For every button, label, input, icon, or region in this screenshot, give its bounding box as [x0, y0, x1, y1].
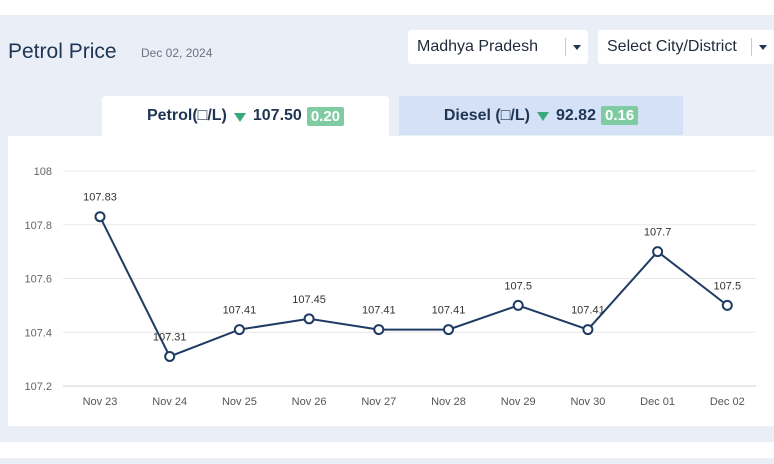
y-tick-label: 107.2 — [24, 381, 52, 393]
data-label: 107.41 — [362, 305, 396, 317]
data-label: 107.41 — [571, 305, 605, 317]
trend-down-icon — [233, 112, 246, 122]
data-point — [652, 246, 664, 258]
y-tick-label: 107.6 — [24, 274, 52, 286]
data-point — [373, 324, 385, 336]
data-label: 107.7 — [644, 227, 672, 239]
page-title: Petrol Price — [8, 40, 117, 63]
y-tick-label: 108 — [34, 166, 52, 178]
x-tick-label: Nov 27 — [361, 396, 396, 408]
x-tick-label: Nov 23 — [83, 396, 118, 408]
data-point — [164, 350, 176, 362]
tab-diesel-change-badge: 0.16 — [600, 106, 639, 125]
tab-petrol-price: 107.50 — [252, 107, 302, 124]
x-tick-label: Dec 02 — [710, 396, 745, 408]
chevron-down-icon[interactable] — [752, 44, 774, 50]
data-label: 107.5 — [714, 280, 742, 292]
data-point — [582, 324, 594, 336]
data-label: 107.83 — [83, 192, 117, 204]
tab-petrol-label: Petrol(□/L) — [146, 107, 227, 124]
city-select[interactable]: Select City/District — [598, 30, 774, 64]
data-point — [303, 313, 315, 325]
data-label: 107.45 — [292, 294, 326, 306]
city-select-placeholder: Select City/District — [607, 38, 737, 55]
tab-diesel-label: Diesel (□/L) — [443, 106, 530, 124]
tab-diesel-price: 92.82 — [555, 106, 596, 124]
tab-diesel[interactable]: Diesel (□/L) 92.82 0.16 — [399, 96, 683, 135]
series-line — [99, 216, 728, 358]
chevron-down-icon[interactable] — [566, 44, 588, 50]
data-point — [233, 324, 245, 336]
price-line-chart: 107.2 107.4 107.6 107.8 108 Nov 23 Nov 24 Nov 2… — [24, 166, 756, 408]
x-tick-label: Nov 30 — [570, 396, 605, 408]
state-select[interactable]: Madhya Pradesh — [408, 30, 588, 64]
data-point — [721, 299, 733, 311]
data-point — [443, 324, 454, 336]
tab-petrol[interactable]: Petrol(□/L) 107.50 0.20 — [102, 96, 389, 136]
y-tick-label: 107.4 — [24, 327, 52, 339]
x-tick-label: Nov 29 — [501, 396, 536, 408]
x-tick-label: Nov 25 — [222, 396, 257, 408]
data-point — [94, 211, 106, 223]
x-tick-label: Nov 26 — [292, 396, 327, 408]
tab-petrol-change-badge: 0.20 — [306, 106, 345, 126]
data-label: 107.5 — [504, 280, 532, 292]
chart-card — [8, 136, 774, 426]
next-panel-edge — [0, 458, 774, 464]
data-label: 107.41 — [223, 305, 257, 317]
price-date: Dec 02, 2024 — [141, 46, 213, 60]
trend-down-icon — [536, 112, 549, 121]
x-tick-label: Dec 01 — [640, 396, 675, 408]
select-divider — [751, 38, 752, 56]
data-label: 107.31 — [153, 331, 187, 343]
state-select-value: Madhya Pradesh — [417, 38, 538, 55]
x-tick-label: Nov 28 — [431, 396, 466, 408]
y-tick-label: 107.8 — [24, 220, 52, 232]
data-point — [512, 299, 524, 311]
data-label: 107.41 — [432, 305, 466, 317]
x-tick-label: Nov 24 — [152, 396, 187, 408]
select-divider — [565, 38, 566, 56]
